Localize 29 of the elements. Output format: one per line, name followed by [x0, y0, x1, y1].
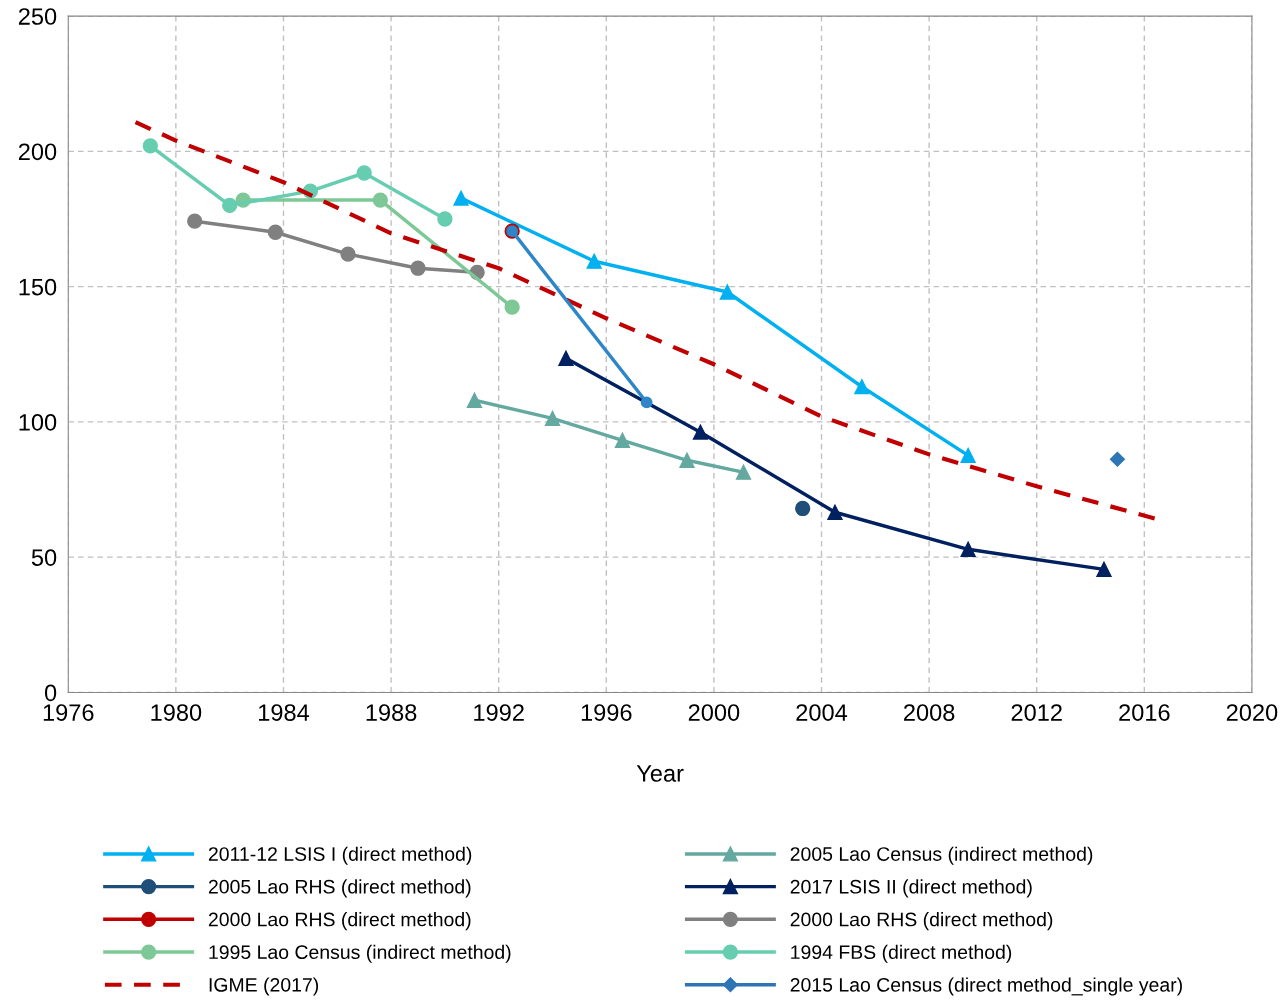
legend-label: 2005 Lao Census (indirect method) — [790, 846, 1093, 865]
x-tick-label: 2008 — [904, 704, 955, 721]
x-tick-label: 1980 — [151, 704, 202, 721]
x-tick-label: 2012 — [1011, 704, 1062, 721]
legend-label: 1995 Lao Census (indirect method) — [209, 944, 511, 963]
y-tick-label: 100 — [19, 413, 57, 431]
x-tick-label: 1984 — [259, 704, 310, 721]
legend-label: 2011-12 LSIS I (direct method) — [208, 846, 472, 865]
y-tick-label: 150 — [19, 278, 57, 296]
legend-label: 1994 FBS (direct method) — [791, 944, 1012, 963]
x-tick-label: 2000 — [688, 704, 740, 721]
x-tick-label: 1992 — [474, 704, 524, 721]
x-tick-label: 2020 — [1226, 704, 1278, 721]
legend-label: 2017 LSIS II (direct method) — [790, 879, 1032, 898]
legend-label: 2000 Lao RHS (direct method) — [208, 912, 471, 931]
x-tick-label: 1976 — [43, 704, 94, 721]
x-tick-label: 2016 — [1119, 704, 1170, 721]
y-tick-label: 0 — [44, 684, 57, 702]
x-axis-title: Year — [636, 765, 684, 782]
x-tick-label: 2004 — [796, 704, 848, 721]
legend-label: 2005 Lao RHS (direct method) — [208, 879, 471, 898]
legend-label: 2015 Lao Census (direct method_single year) — [790, 977, 1182, 996]
legend-label: IGME (2017) — [209, 977, 319, 996]
y-tick-label: 250 — [18, 8, 57, 25]
y-tick-label: 200 — [18, 143, 57, 161]
y-tick-label: 50 — [31, 549, 57, 566]
x-tick-label: 1996 — [581, 704, 632, 721]
legend-label: 2000 Lao RHS (direct method) — [790, 912, 1053, 931]
x-tick-label: 1988 — [366, 704, 417, 721]
